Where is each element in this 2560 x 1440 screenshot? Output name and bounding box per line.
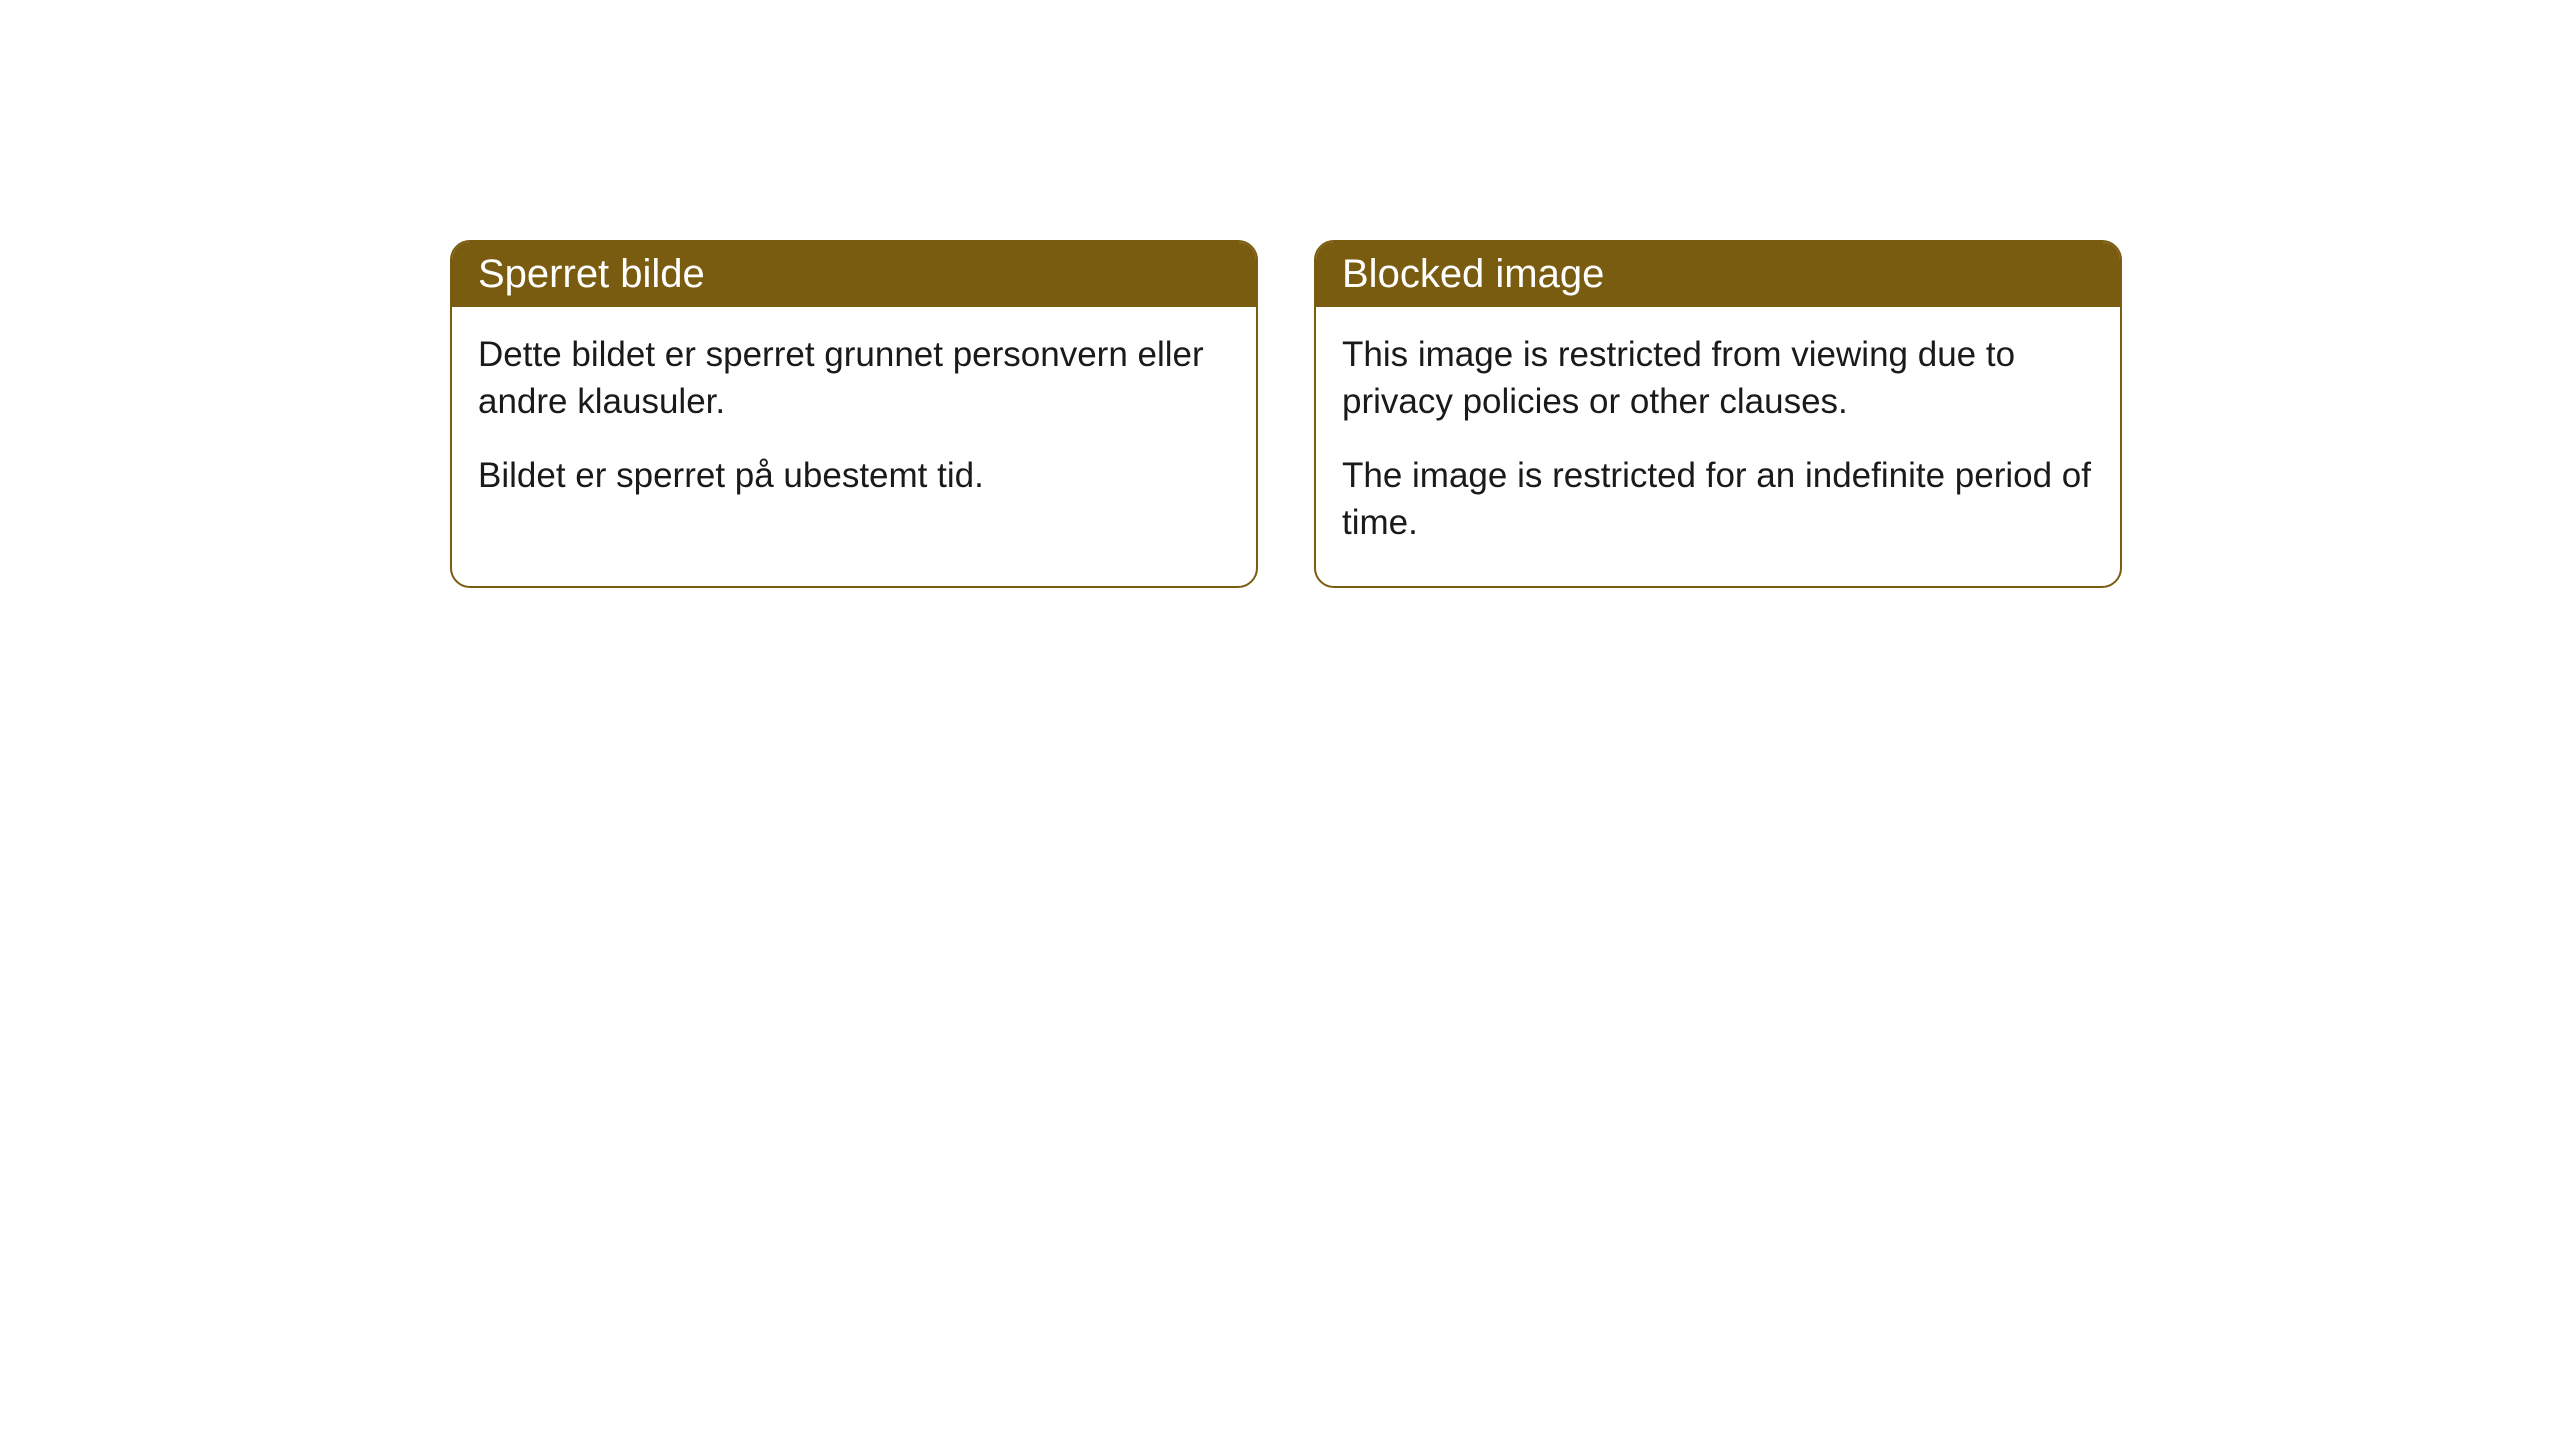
card-english: Blocked image This image is restricted f… (1314, 240, 2122, 588)
card-header-norwegian: Sperret bilde (452, 242, 1256, 307)
card-paragraph: Bildet er sperret på ubestemt tid. (478, 452, 1230, 499)
card-paragraph: The image is restricted for an indefinit… (1342, 452, 2094, 547)
card-title: Sperret bilde (478, 252, 705, 296)
card-paragraph: This image is restricted from viewing du… (1342, 331, 2094, 426)
card-norwegian: Sperret bilde Dette bildet er sperret gr… (450, 240, 1258, 588)
card-header-english: Blocked image (1316, 242, 2120, 307)
cards-container: Sperret bilde Dette bildet er sperret gr… (450, 240, 2122, 588)
card-body-norwegian: Dette bildet er sperret grunnet personve… (452, 307, 1256, 539)
card-body-english: This image is restricted from viewing du… (1316, 307, 2120, 586)
card-title: Blocked image (1342, 252, 1604, 296)
card-paragraph: Dette bildet er sperret grunnet personve… (478, 331, 1230, 426)
